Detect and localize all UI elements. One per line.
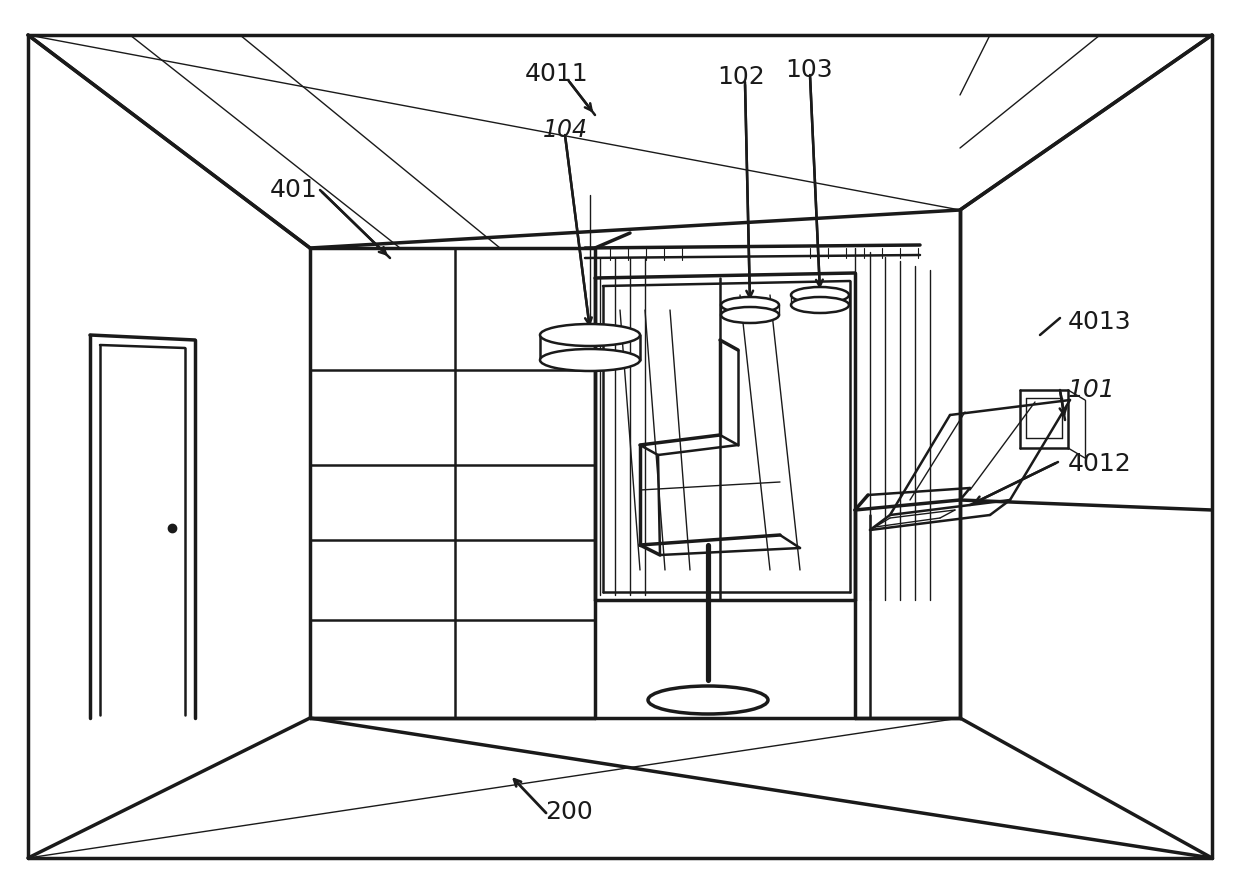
Text: 103: 103 bbox=[785, 58, 832, 82]
Text: 4013: 4013 bbox=[1068, 310, 1132, 334]
Text: 104: 104 bbox=[543, 118, 588, 142]
Text: 200: 200 bbox=[546, 800, 593, 824]
Ellipse shape bbox=[649, 686, 768, 714]
Text: 102: 102 bbox=[717, 65, 765, 89]
Ellipse shape bbox=[791, 287, 849, 303]
Ellipse shape bbox=[539, 324, 640, 346]
Ellipse shape bbox=[720, 307, 779, 323]
Ellipse shape bbox=[539, 349, 640, 371]
Text: 4011: 4011 bbox=[525, 62, 589, 86]
Text: 401: 401 bbox=[270, 178, 317, 202]
Text: 101: 101 bbox=[1068, 378, 1116, 402]
Text: 4012: 4012 bbox=[1068, 452, 1132, 476]
Ellipse shape bbox=[791, 297, 849, 313]
Ellipse shape bbox=[720, 297, 779, 313]
